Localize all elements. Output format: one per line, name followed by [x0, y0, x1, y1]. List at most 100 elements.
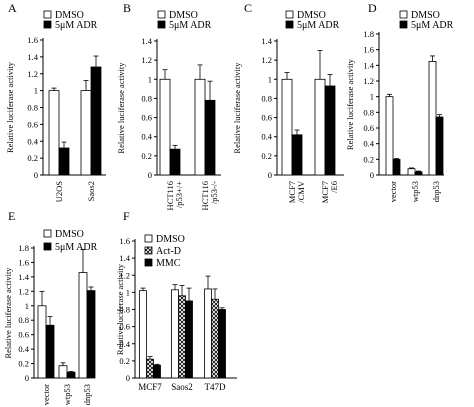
x-tick-label: dnp53: [82, 384, 92, 405]
x-tick-label: MCF7: [138, 382, 162, 392]
legend-swatch: [144, 246, 153, 255]
panel-letter: A: [8, 1, 17, 15]
bar: [291, 134, 303, 176]
y-tick-label: 1: [148, 74, 152, 84]
legend-label: 5μM ADR: [411, 20, 454, 31]
y-tick-label: 0.8: [261, 93, 272, 103]
y-tick-label: 0.4: [27, 136, 38, 146]
y-tick-label: 0: [268, 170, 272, 180]
panel-b: B Relative luciferase activity 0 0.2 0.4 0.6 0…: [116, 1, 221, 210]
bar: [392, 158, 401, 176]
bar: [385, 96, 394, 176]
y-axis-label: Relative luciferase activity: [5, 61, 15, 153]
y-axis-label: Relative luciferase activity: [345, 58, 355, 150]
legend-label: 5μM ADR: [55, 242, 98, 253]
y-tick-label: 1.2: [141, 55, 152, 65]
y-axis-label: Relative luciferase activity: [232, 62, 242, 154]
y-tick-label: 1: [34, 86, 38, 96]
bar: [435, 116, 444, 176]
y-tick-label: 1.4: [18, 272, 29, 282]
panel-f: F Relative luciferase activity 0 0.2 0.4 0.6 0…: [115, 209, 237, 392]
panel-letter: B: [123, 1, 131, 15]
bar: [78, 272, 88, 379]
legend-swatch: [43, 242, 52, 251]
legend-label: DMSO: [55, 229, 84, 240]
legend-swatch: [285, 20, 294, 29]
y-tick-label: 0: [34, 170, 38, 180]
y-tick-label: 0.8: [119, 305, 130, 315]
panel-letter: E: [8, 209, 15, 223]
y-axis-label: Relative luciferase activity: [3, 267, 13, 359]
x-tick-label: HCT116/p53+/+: [165, 181, 184, 211]
panel-a: A Relative luciferase activity 0 0.2 0.4 0.6 0…: [5, 1, 106, 202]
y-tick-label: 1: [126, 287, 130, 297]
y-tick-label: 1.6: [363, 45, 374, 55]
y-tick-label: 0.8: [363, 107, 374, 117]
bar: [139, 290, 147, 379]
y-tick-label: 1.8: [363, 29, 374, 39]
x-tick-label: HCT116/p53-/-: [200, 181, 219, 211]
panel-e: E Relative luciferase activity 0 0.2 0.4 0.6 0…: [3, 209, 98, 405]
bar: [314, 78, 326, 176]
panel-letter: C: [244, 1, 252, 15]
y-tick-label: 0.8: [27, 103, 38, 113]
legend-swatch: [144, 258, 153, 267]
legend-label: MMC: [156, 258, 181, 269]
y-tick-label: 1.4: [261, 36, 272, 46]
x-tick-label: vector: [41, 384, 51, 405]
y-tick-label: 1: [25, 301, 29, 311]
y-tick-label: 0: [370, 170, 374, 180]
y-tick-label: 0.2: [119, 356, 130, 366]
bar: [218, 309, 226, 379]
y-tick-label: 0: [126, 373, 130, 383]
y-tick-label: 0.4: [119, 339, 130, 349]
y-tick-label: 1.6: [119, 236, 130, 246]
legend-label: DMSO: [169, 10, 198, 21]
y-tick-label: 0.4: [363, 139, 374, 149]
legend-label: DMSO: [297, 10, 326, 21]
bar: [414, 171, 423, 176]
y-tick-label: 0.4: [18, 344, 29, 354]
bar: [185, 300, 193, 379]
bar: [58, 147, 70, 176]
y-tick-label: 1.2: [261, 55, 272, 65]
bar: [146, 358, 154, 379]
y-tick-label: 0.6: [119, 322, 130, 332]
bar: [428, 61, 437, 176]
bar: [178, 295, 186, 379]
y-tick-label: 0.6: [27, 119, 38, 129]
bar: [159, 78, 171, 176]
y-axis-label: Relative luciferase activity: [116, 62, 126, 154]
legend-label: 5μM ADR: [297, 20, 340, 31]
legend-swatch: [285, 10, 294, 19]
y-tick-label: 0.4: [141, 132, 152, 142]
x-tick-label: MCF7/E6: [320, 181, 339, 203]
y-tick-label: 1.4: [27, 52, 38, 62]
y-tick-label: 0.4: [261, 132, 272, 142]
bar: [211, 298, 219, 379]
y-tick-label: 0.2: [27, 153, 38, 163]
bar: [171, 289, 179, 379]
panel-letter: D: [368, 1, 377, 15]
y-tick-label: 0.8: [141, 93, 152, 103]
bar: [169, 148, 181, 176]
y-tick-label: 0.6: [18, 330, 29, 340]
legend-label: Act-D: [156, 246, 181, 257]
panel-d: D Relative luciferase activity 0 0.2 0.4 0.6 0…: [345, 1, 454, 202]
bar: [204, 99, 216, 176]
y-tick-label: 0.6: [141, 113, 152, 123]
bar: [90, 66, 102, 176]
y-tick-label: 0: [25, 373, 29, 383]
bar: [48, 90, 60, 176]
y-tick-label: 1.2: [363, 76, 374, 86]
legend-label: DMSO: [156, 234, 185, 245]
legend-swatch: [144, 234, 153, 243]
y-tick-label: 0.8: [18, 315, 29, 325]
legend-swatch: [399, 10, 408, 19]
x-tick-label: Saos2: [86, 181, 96, 201]
bar: [58, 365, 68, 379]
y-tick-label: 0.6: [261, 113, 272, 123]
y-tick-label: 1: [370, 92, 374, 102]
y-tick-label: 1.8: [18, 243, 29, 253]
